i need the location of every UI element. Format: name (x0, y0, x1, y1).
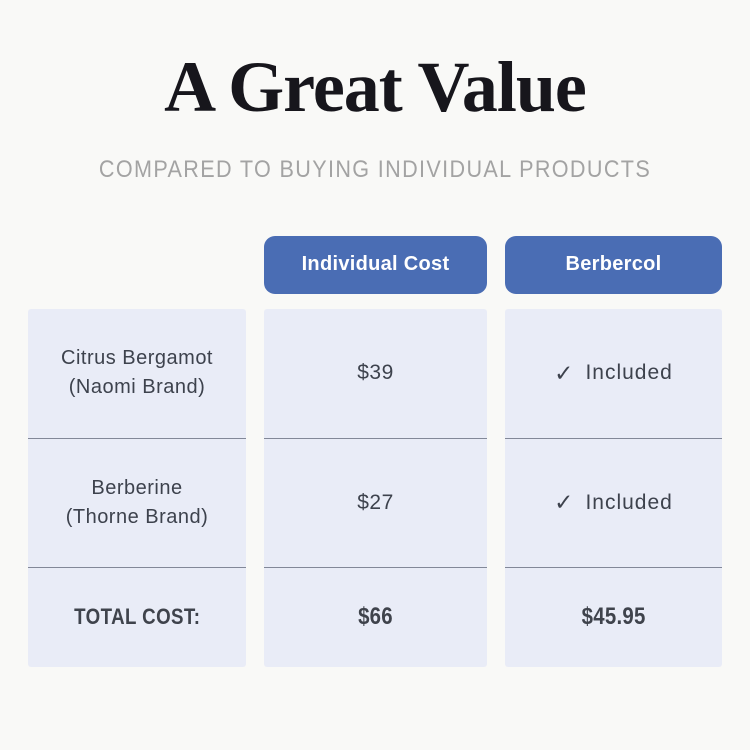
header-spacer (28, 236, 246, 294)
table-cell-berbercol-total: $45.95 (505, 568, 722, 667)
included-indicator: ✓ Included (554, 360, 673, 387)
total-cost-label: TOTAL COST: (73, 604, 201, 630)
products-cell-stack: Citrus Bergamot (Naomi Brand) Berberine … (28, 308, 246, 667)
column-berbercol: Berbercol ✓ Included ✓ Included $45.95 (505, 235, 722, 667)
total-price-value: $66 (358, 603, 393, 631)
page-title: A Great Value (164, 47, 587, 127)
column-individual-cost: Individual Cost $39 $27 $66 (264, 235, 487, 667)
included-label: Included (585, 490, 673, 514)
individual-cost-cell-stack: $39 $27 $66 (264, 308, 487, 667)
column-header-individual-cost: Individual Cost (264, 235, 487, 294)
table-row-total-label: TOTAL COST: (28, 568, 246, 667)
check-icon: ✓ (554, 489, 575, 516)
price-value: $39 (357, 361, 394, 385)
column-products: Citrus Bergamot (Naomi Brand) Berberine … (28, 236, 246, 667)
individual-cost-header-pill: Individual Cost (264, 235, 487, 294)
total-price-value: $45.95 (581, 603, 646, 631)
included-label: Included (585, 361, 673, 385)
column-header-berbercol: Berbercol (505, 235, 722, 294)
product-brand-line: (Naomi Brand) (68, 376, 206, 399)
product-name-line: Citrus Bergamot (61, 347, 213, 370)
table-cell-berberine-included: ✓ Included (505, 439, 722, 568)
table-row-product-berberine: Berberine (Thorne Brand) (28, 439, 246, 568)
berbercol-header-pill: Berbercol (505, 235, 722, 294)
price-value: $27 (357, 490, 394, 514)
product-name-line: Berberine (91, 476, 183, 499)
table-cell-berberine-cost: $27 (264, 439, 487, 568)
comparison-table: Citrus Bergamot (Naomi Brand) Berberine … (28, 235, 722, 667)
berbercol-cell-stack: ✓ Included ✓ Included $45.95 (505, 308, 722, 667)
table-cell-citrus-cost: $39 (264, 309, 487, 439)
page-subtitle: COMPARED TO BUYING INDIVIDUAL PRODUCTS (98, 155, 652, 183)
table-cell-individual-total: $66 (264, 568, 487, 667)
table-row-product-citrus-bergamot: Citrus Bergamot (Naomi Brand) (28, 309, 246, 439)
product-brand-line: (Thorne Brand) (65, 505, 209, 528)
included-indicator: ✓ Included (554, 489, 673, 516)
table-cell-citrus-included: ✓ Included (505, 309, 722, 439)
check-icon: ✓ (554, 359, 575, 386)
